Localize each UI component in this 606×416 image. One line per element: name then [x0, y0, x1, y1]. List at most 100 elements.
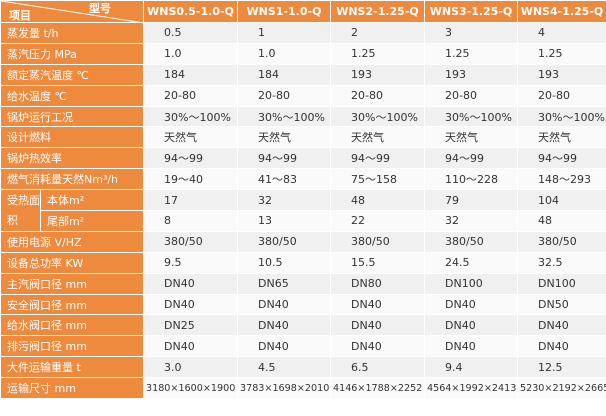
table-row: 主汽阀口径 mm DN40 DN65 DN80 DN100 DN100	[0, 272, 606, 295]
value-cell: 20-80	[237, 84, 331, 107]
value-cell: 天然气	[517, 126, 606, 149]
value-cell: 30%～100%	[330, 105, 425, 128]
value-cell: 1.0	[143, 42, 238, 65]
value-cell: 天然气	[330, 126, 425, 149]
row-label: 设备总功率 KW	[0, 251, 144, 274]
row-label: 大件运输重量 t	[0, 356, 144, 379]
table-row: 额定蒸汽温度 ℃ 184 184 193 193 193	[0, 63, 606, 86]
value-cell: 8	[143, 210, 238, 232]
value-cell: 5230×2192×2665	[517, 377, 606, 400]
row-label: 额定蒸汽温度 ℃	[0, 63, 144, 86]
value-cell: 2	[330, 22, 425, 44]
table-row: 燃气消耗量天然Nm³/h 19～40 41～83 75～158 110～228 148～2…	[0, 168, 606, 191]
value-cell: DN40	[424, 335, 518, 358]
table-row: 锅炉热效率 94～99 94～99 94～99 94～99 94～99	[0, 147, 606, 170]
table-row: 设备总功率 KW 9.5 10.5 15.5 24.5 32.5	[0, 251, 606, 274]
value-cell: 75～158	[330, 168, 425, 191]
value-cell: 48	[330, 189, 425, 212]
value-cell: DN40	[143, 335, 238, 358]
value-cell: 4146×1788×2252	[330, 377, 425, 400]
table-row: 给水阀口径 mm DN25 DN40 DN40 DN40 DN40	[0, 314, 606, 337]
value-cell: 30%～100%	[424, 105, 518, 128]
value-cell: 32.5	[517, 251, 606, 274]
row-label: 安全阀口径 mm	[0, 293, 144, 316]
table-row: 蒸发量 t/h 0.5 1 2 3 4	[0, 22, 606, 44]
value-cell: 6.5	[330, 356, 425, 379]
model-label: 型号	[89, 2, 111, 15]
table-row: 尾部m² 8 13 22 32 48	[1, 210, 606, 232]
row-label: 主汽阀口径 mm	[0, 272, 144, 295]
spec-table: 项目 型号 WNS0.5-1.0-Q WNS1-1.0-Q WNS2-1.25-Q W…	[0, 0, 606, 400]
table-row: 设计燃料 天然气 天然气 天然气 天然气 天然气	[0, 126, 606, 149]
table-row: 锅炉运行工况 30%～100% 30%～100% 30%～100% 30%～100% 30…	[0, 105, 606, 128]
row-label: 排污阀口径 mm	[0, 335, 144, 358]
value-cell: 天然气	[424, 126, 518, 149]
table-row: 运输尺寸 mm 3180×1600×1900 3783×1698×2010 4146×…	[0, 377, 606, 400]
table-row: 安全阀口径 mm DN40 DN40 DN40 DN40 DN50	[0, 293, 606, 316]
value-cell: 30%～100%	[517, 105, 606, 128]
value-cell: 380/50	[517, 230, 606, 253]
row-label: 运输尺寸 mm	[0, 377, 144, 400]
row-label: 蒸汽压力 MPa	[0, 42, 144, 65]
value-cell: 20-80	[424, 84, 518, 107]
value-cell: 380/50	[237, 230, 331, 253]
value-cell: 94～99	[424, 147, 518, 170]
row-label: 蒸发量 t/h	[0, 22, 144, 44]
value-cell: DN40	[517, 335, 606, 358]
value-cell: 20-80	[330, 84, 425, 107]
row-label: 给水温度 ℃	[0, 84, 144, 107]
value-cell: 193	[330, 63, 425, 86]
row-label: 设计燃料	[0, 126, 144, 149]
value-cell: 193	[517, 63, 606, 86]
value-cell: 4	[517, 22, 606, 44]
value-cell: 94～99	[237, 147, 331, 170]
value-cell: 94～99	[143, 147, 238, 170]
value-cell: DN100	[424, 272, 518, 295]
value-cell: DN40	[330, 293, 425, 316]
row-label: 使用电源 V/HZ	[0, 230, 144, 253]
value-cell: DN40	[330, 314, 425, 337]
corner-cell: 项目 型号	[0, 0, 144, 23]
table-row: 排污阀口径 mm DN40 DN40 DN40 DN40 DN40	[0, 335, 606, 358]
value-cell: 79	[424, 189, 518, 212]
value-cell: 1	[237, 22, 331, 44]
value-cell: 48	[517, 210, 606, 232]
value-cell: 3783×1698×2010	[237, 377, 331, 400]
value-cell: 17	[143, 189, 238, 212]
value-cell: 1.25	[517, 42, 606, 65]
table-body: 项目 型号 WNS0.5-1.0-Q WNS1-1.0-Q WNS2-1.25-Q W…	[0, 0, 606, 400]
row-label: 锅炉热效率	[0, 147, 144, 170]
row-label: 燃气消耗量天然Nm³/h	[0, 168, 144, 191]
value-cell: 3	[424, 22, 518, 44]
value-cell: 3180×1600×1900	[143, 377, 238, 400]
value-cell: 32	[424, 210, 518, 232]
value-cell: 20-80	[143, 84, 238, 107]
value-cell: DN65	[237, 272, 331, 295]
value-cell: DN40	[143, 272, 238, 295]
value-cell: 1.25	[330, 42, 425, 65]
value-cell: DN40	[424, 293, 518, 316]
model-header: WNS4-1.25-Q	[517, 0, 606, 23]
table-row: 蒸汽压力 MPa 1.0 1.0 1.25 1.25 1.25	[0, 42, 606, 65]
value-cell: DN40	[517, 314, 606, 337]
value-cell: 15.5	[330, 251, 425, 274]
value-cell: 19～40	[143, 168, 238, 191]
value-cell: 104	[517, 189, 606, 212]
value-cell: 1.25	[424, 42, 518, 65]
value-cell: 20-80	[517, 84, 606, 107]
value-cell: 13	[237, 210, 331, 232]
value-cell: 9.5	[143, 251, 238, 274]
model-header: WNS2-1.25-Q	[330, 0, 425, 23]
diagonal	[1, 1, 138, 22]
value-cell: 24.5	[424, 251, 518, 274]
model-header: WNS1-1.0-Q	[237, 0, 331, 23]
model-header: WNS0.5-1.0-Q	[143, 0, 238, 23]
value-cell: 22	[330, 210, 425, 232]
sub-label: 本体m²	[40, 189, 144, 212]
table-row: 大件运输重量 t 3.0 4.5 6.5 9.4 12.5	[0, 356, 606, 379]
table-row: 给水温度 ℃ 20-80 20-80 20-80 20-80 20-80	[0, 84, 606, 107]
value-cell: DN25	[143, 314, 238, 337]
value-cell: 30%～100%	[237, 105, 331, 128]
value-cell: DN40	[237, 335, 331, 358]
value-cell: 41～83	[237, 168, 331, 191]
